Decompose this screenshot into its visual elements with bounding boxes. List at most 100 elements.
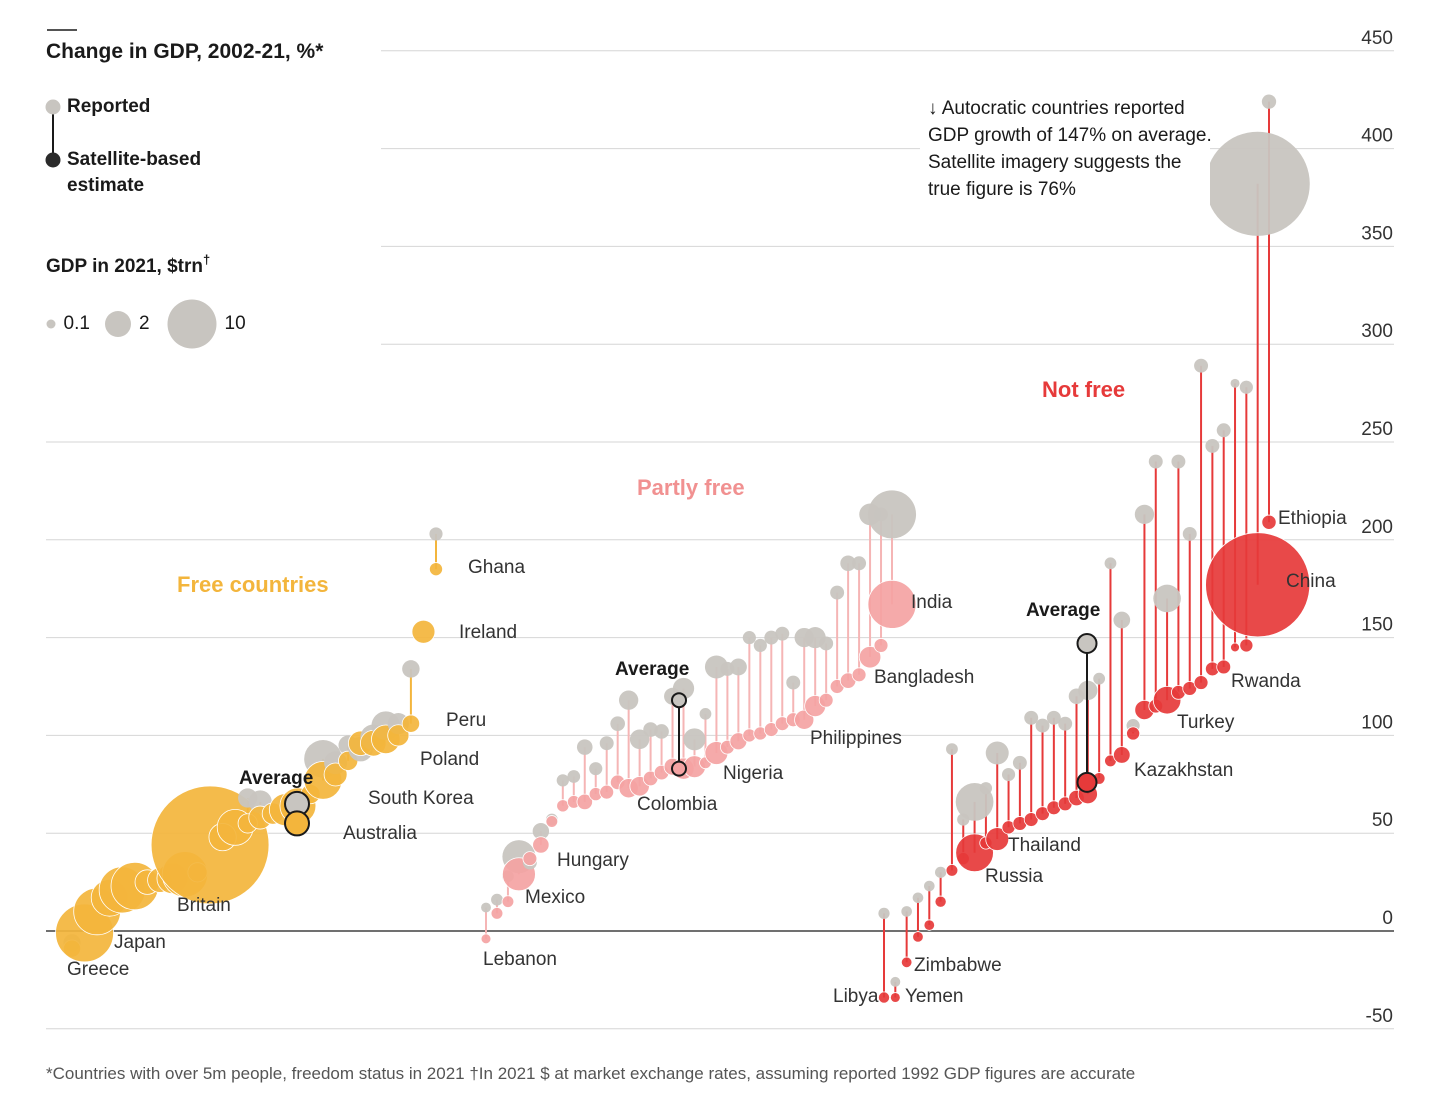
- notfree-country-26-reported-point: [1171, 454, 1186, 469]
- notfree-country-28-reported-point: [1194, 358, 1209, 373]
- notfree-country-4-reported-point: [923, 880, 935, 892]
- partly-country-10-reported-point: [589, 762, 603, 776]
- gridlines: [46, 50, 1394, 1030]
- country-label-zimbabwe: Zimbabwe: [914, 955, 1002, 976]
- notfree-country-32-estimate-point: [1239, 638, 1254, 653]
- notfree-country-16-reported-point: [1058, 716, 1073, 731]
- partly-country-28-reported-point: [786, 675, 801, 690]
- legend-size-title-text: GDP in 2021, $trn: [46, 256, 203, 277]
- ethiopia-estimate-point: [1261, 514, 1277, 530]
- country-label-south-korea: South Korea: [368, 788, 474, 809]
- averages: Average Average Average: [239, 600, 1100, 837]
- y-tick-label: 50: [1372, 810, 1393, 831]
- partly-average-label: Average: [615, 659, 689, 680]
- legend-size-title-mark: †: [203, 252, 210, 267]
- annotation-line-3: Satellite imagery suggests the: [928, 152, 1181, 173]
- partly-country-23-reported-point: [729, 658, 747, 676]
- country-label-yemen: Yemen: [905, 986, 963, 1007]
- india-estimate-point: [867, 579, 917, 629]
- y-tick-label: 350: [1361, 223, 1393, 244]
- hungary-estimate-point: [532, 836, 550, 854]
- free-average-satellite-point: [284, 810, 310, 837]
- china-reported-point: [1205, 131, 1310, 236]
- free-average-label: Average: [239, 768, 313, 789]
- partly-country-9-reported-point: [576, 739, 593, 755]
- country-label-japan: Japan: [114, 932, 166, 953]
- notfree-country-20-reported-point: [1104, 557, 1117, 570]
- notfree-country-28-estimate-point: [1193, 675, 1209, 690]
- zimbabwe-estimate-point: [912, 931, 924, 943]
- partly-country-4-estimate-point: [522, 851, 538, 866]
- notfree-country-22-estimate-point: [1126, 726, 1141, 741]
- legend-satellite-label-2: estimate: [67, 175, 144, 196]
- country-label-australia: Australia: [343, 823, 417, 844]
- y-tick-label: 0: [1382, 908, 1393, 929]
- partly-country-6-estimate-point: [545, 815, 559, 828]
- yemen-estimate-point: [889, 992, 901, 1003]
- country-label-mexico: Mexico: [525, 887, 585, 908]
- country-labels: Greece Japan Britain Australia South Korea Po…: [67, 508, 1347, 1007]
- legend: Reported Satellite-based estimate GDP in…: [45, 96, 246, 349]
- country-label-india: India: [911, 592, 953, 613]
- notfree-country-15-reported-point: [1046, 710, 1061, 725]
- chart-title: Change in GDP, 2002-21, %*: [46, 40, 324, 63]
- country-label-greece: Greece: [67, 959, 129, 980]
- free-country-21-estimate-point: [323, 762, 348, 787]
- country-label-philippines: Philippines: [810, 728, 902, 749]
- country-label-lebanon: Lebanon: [483, 949, 557, 970]
- autocracy-annotation: ↓ Autocratic countries reported GDP grow…: [920, 88, 1212, 206]
- y-tick-label: 300: [1361, 321, 1393, 342]
- size-legend-label: 10: [225, 313, 246, 334]
- y-tick-label: 100: [1361, 712, 1393, 733]
- country-label-thailand: Thailand: [1008, 835, 1081, 856]
- size-legend-circle: [105, 311, 131, 337]
- partly-country-27-reported-point: [775, 626, 790, 641]
- ethiopia-reported-point: [1261, 94, 1277, 109]
- notfree-average-satellite-point: [1076, 771, 1098, 793]
- notfree-country-27-reported-point: [1182, 526, 1197, 541]
- data-points: [55, 94, 1311, 1004]
- notfree-average-reported-point: [1076, 632, 1098, 654]
- legend-reported-label: Reported: [67, 96, 150, 117]
- peru-estimate-point: [401, 714, 421, 733]
- footnote: *Countries with over 5m people, freedom …: [46, 1064, 1135, 1083]
- annotation-line-4: true figure is 76%: [928, 179, 1076, 200]
- ghana-estimate-point: [429, 562, 443, 577]
- y-tick-label: 150: [1361, 615, 1393, 636]
- country-label-ethiopia: Ethiopia: [1278, 508, 1347, 529]
- y-tick-label: 450: [1361, 28, 1393, 49]
- notfree-country-30-estimate-point: [1216, 659, 1232, 675]
- partly-country-8-reported-point: [567, 770, 581, 783]
- notfree-country-9-reported-point: [979, 782, 993, 795]
- notfree-country-5-estimate-point: [934, 895, 947, 908]
- y-tick-label: 250: [1361, 419, 1393, 440]
- kazakhstan-reported-point: [1113, 611, 1131, 629]
- size-legend-label: 2: [139, 313, 150, 334]
- size-legend: 0.1 2 10: [46, 299, 246, 349]
- thailand-reported-point: [985, 741, 1009, 765]
- partly-country-1-estimate-point: [490, 907, 504, 920]
- country-label-britain: Britain: [177, 895, 231, 916]
- turkey-reported-point: [1153, 584, 1181, 613]
- bangladesh-estimate-point: [858, 645, 882, 669]
- partly-country-26-reported-point: [764, 630, 779, 645]
- free-country-26-estimate-point: [387, 724, 410, 747]
- china-estimate-point: [1205, 532, 1311, 638]
- y-tick-label: 200: [1361, 517, 1393, 538]
- notfree-country-13-reported-point: [1024, 710, 1039, 725]
- partly-country-2-estimate-point: [501, 895, 515, 908]
- size-legend-circle: [167, 299, 217, 349]
- partly-country-16-reported-point: [654, 724, 669, 739]
- notfree-country-23-reported-point: [1134, 504, 1155, 525]
- partly-country-11-reported-point: [599, 736, 614, 751]
- partly-country-31-estimate-point: [818, 692, 834, 708]
- partly-country-7-reported-point: [556, 774, 569, 787]
- notfree-country-24-reported-point: [1148, 454, 1163, 469]
- rwanda-reported-point: [1230, 378, 1240, 388]
- legend-satellite-dot: [45, 152, 61, 168]
- partly-country-33-reported-point: [840, 555, 856, 572]
- partly-country-25-reported-point: [753, 638, 767, 653]
- notfree-country-2-estimate-point: [900, 956, 913, 969]
- country-label-china: China: [1286, 571, 1336, 592]
